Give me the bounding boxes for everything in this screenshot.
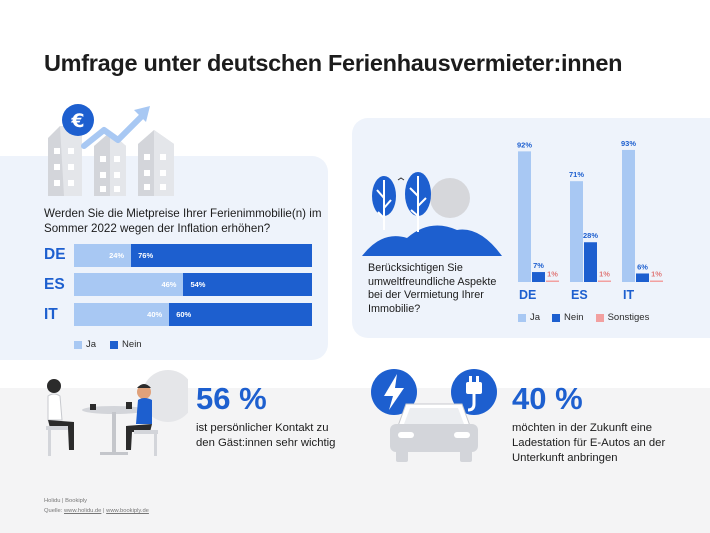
survey1-country-it: IT [44, 306, 58, 323]
data-label-ja-de: 92% [517, 140, 532, 149]
data-label-nein-it: 6% [637, 262, 648, 271]
survey1-bar-de: 24% 76% [74, 244, 312, 267]
legend-swatch-ja [74, 340, 82, 349]
footer-source-prefix: Quelle: [44, 508, 63, 514]
bar-sonstiges-de [546, 280, 559, 282]
survey1-question: Werden Sie die Mietpreise Ihrer Ferienim… [44, 207, 322, 235]
survey1-bar-it: 40% 60% [74, 303, 312, 326]
svg-text:€: € [70, 110, 84, 132]
lightning-icon [371, 369, 417, 415]
footer-brand: Holidu | Bookiply [44, 498, 88, 504]
euro-icon: € [62, 104, 94, 136]
legend-swatch-sonstiges [595, 313, 604, 322]
legend-label-nein: Nein [564, 312, 584, 323]
ev-charging-illustration [371, 369, 497, 462]
data-label-sonstiges-it: 1% [651, 270, 662, 279]
data-label-nein-es: 28% [583, 231, 598, 240]
plug-icon [451, 369, 497, 415]
legend-swatch-nein [110, 340, 119, 349]
stat1-value: 56 % [196, 381, 267, 416]
bar-sonstiges-es [598, 280, 611, 282]
bar-ja-it [622, 149, 635, 282]
footer-separator: | [103, 508, 105, 514]
legend-label-sonstiges: Sonstiges [607, 312, 650, 323]
house-icon [94, 132, 126, 196]
footer-link-holidu[interactable]: www.holidu.de [64, 508, 102, 514]
bar-nein-de [532, 272, 545, 282]
stat2-value: 40 % [512, 381, 583, 416]
bar-segment-nein: 60% [169, 303, 312, 326]
data-label-ja-es: 71% [569, 170, 584, 179]
house-icon [48, 126, 82, 196]
survey1-legend: Ja Nein [74, 339, 142, 350]
footer-link-bookiply[interactable]: www.bookiply.de [106, 508, 149, 514]
car-icon [390, 403, 478, 462]
trend-arrow-icon [81, 106, 150, 149]
data-label-sonstiges-es: 1% [599, 270, 610, 279]
bar-ja-de [518, 151, 531, 282]
stat2-text: möchten in der Zukunft eine Ladestation … [512, 422, 666, 464]
bar-ja-es [570, 181, 583, 282]
legend-swatch-ja [518, 313, 526, 322]
bar-nein-it [636, 273, 649, 282]
data-label-ja-it: 93% [621, 139, 636, 148]
legend-label-nein: Nein [122, 339, 142, 350]
bar-segment-ja: 24% [74, 244, 132, 267]
survey1-bar-es: 46% 54% [74, 273, 312, 296]
tree-icon [405, 172, 431, 232]
bar-segment-ja: 40% [74, 303, 170, 326]
data-label-sonstiges-de: 1% [547, 270, 558, 279]
stat1-text: ist persönlicher Kontakt zu den Gäst:inn… [196, 422, 336, 449]
tree-icon [372, 176, 396, 230]
data-label-nein-de: 7% [533, 261, 544, 270]
category-label-de: DE [519, 288, 536, 302]
bar-segment-ja: 46% [74, 273, 184, 296]
house-icon [138, 130, 174, 196]
survey2-question: Berücksichtigen Sie umweltfreundliche As… [368, 262, 497, 315]
bar-segment-nein: 76% [131, 244, 312, 267]
houses-illustration: € [48, 104, 174, 196]
bar-nein-es [584, 242, 597, 282]
survey1-country-es: ES [44, 276, 65, 293]
trees-illustration [362, 172, 502, 256]
survey1-country-de: DE [44, 246, 66, 263]
legend-label-ja: Ja [86, 339, 97, 350]
category-label-it: IT [623, 288, 634, 302]
legend-label-ja: Ja [530, 312, 541, 323]
bar-sonstiges-it [650, 280, 663, 282]
page-title: Umfrage unter deutschen Ferienhausvermie… [44, 50, 623, 76]
legend-swatch-nein [552, 313, 561, 322]
people-at-table-icon [46, 370, 188, 456]
bar-segment-nein: 54% [183, 273, 312, 296]
category-label-es: ES [571, 288, 588, 302]
survey2-legend: Ja Nein Sonstiges [518, 312, 649, 323]
footer-source: Quelle: www.holidu.de | www.bookiply.de [44, 507, 149, 516]
